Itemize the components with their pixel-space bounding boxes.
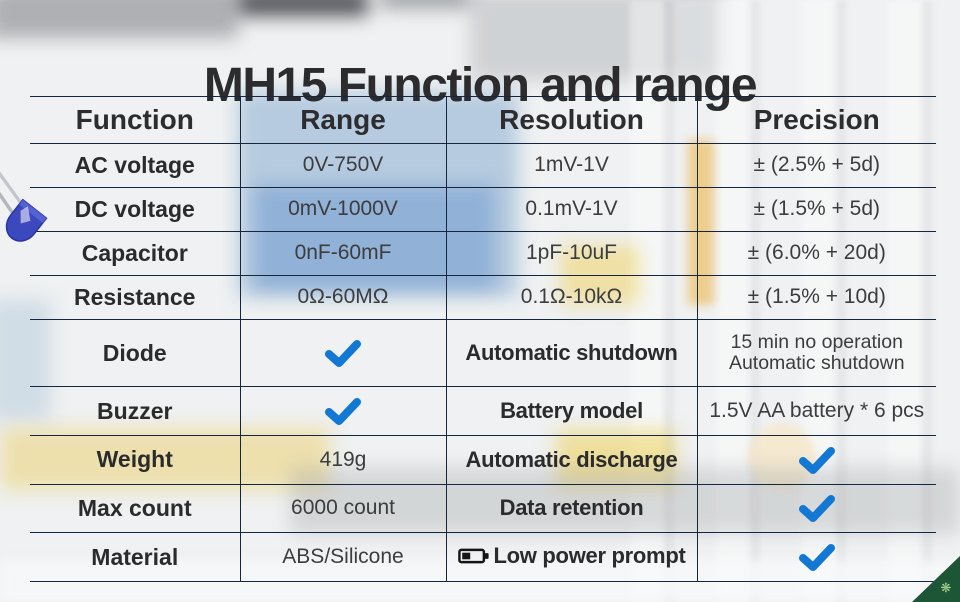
precision-line: Automatic shutdown bbox=[728, 352, 905, 375]
precision-cell bbox=[696, 483, 936, 534]
range-cell: ABS/Silicone bbox=[239, 532, 447, 582]
check-icon bbox=[698, 493, 936, 523]
precision-cell: 15 min no operation Automatic shutdown bbox=[696, 318, 936, 388]
resolution-cell: 0.1Ω-10kΩ bbox=[445, 274, 698, 320]
precision-cell: ± (1.5% + 5d) bbox=[696, 186, 936, 232]
range-cell bbox=[239, 318, 447, 388]
table-row: Material ABS/Silicone Low power prompt bbox=[30, 532, 936, 582]
precision-cell: ± (1.5% + 10d) bbox=[696, 274, 936, 320]
range-cell bbox=[239, 386, 447, 437]
function-cell: AC voltage bbox=[30, 143, 241, 188]
resolution-label: Low power prompt bbox=[493, 543, 686, 569]
function-cell: Max count bbox=[30, 483, 241, 534]
function-cell: Buzzer bbox=[30, 386, 241, 437]
column-header-function: Function bbox=[30, 96, 241, 144]
table-row: DC voltage 0mV-1000V 0.1mV-1V ± (1.5% + … bbox=[30, 186, 936, 232]
header-row: Function Range Resolution Precision bbox=[30, 96, 936, 144]
function-cell: Diode bbox=[30, 318, 241, 388]
resolution-cell: Battery model bbox=[445, 386, 698, 437]
background-photo-blob bbox=[380, 0, 470, 8]
table-row: Buzzer Battery model 1.5V AA battery * 6… bbox=[30, 386, 936, 437]
table-row: Capacitor 0nF-60mF 1pF-10uF ± (6.0% + 20… bbox=[30, 230, 936, 276]
table-row: Weight 419g Automatic discharge bbox=[30, 435, 936, 485]
background-photo-blob bbox=[0, 0, 238, 38]
function-cell: Resistance bbox=[30, 274, 241, 320]
spec-table: Function Range Resolution Precision AC v… bbox=[30, 96, 936, 582]
function-cell: DC voltage bbox=[30, 186, 241, 232]
function-cell: Material bbox=[30, 532, 241, 582]
table-row: Max count 6000 count Data retention bbox=[30, 483, 936, 534]
battery-low-icon bbox=[457, 547, 490, 565]
function-cell: Capacitor bbox=[30, 230, 241, 276]
corner-ribbon bbox=[912, 556, 960, 602]
resolution-cell: 1mV-1V bbox=[445, 143, 698, 188]
range-cell: 6000 count bbox=[239, 483, 447, 534]
range-cell: 0nF-60mF bbox=[239, 230, 447, 276]
resolution-cell: 1pF-10uF bbox=[445, 230, 698, 276]
column-header-resolution: Resolution bbox=[445, 96, 698, 144]
check-icon bbox=[698, 542, 936, 572]
range-cell: 0V-750V bbox=[239, 143, 447, 188]
check-icon bbox=[698, 445, 936, 475]
resolution-cell: 0.1mV-1V bbox=[445, 186, 698, 232]
resolution-cell: Automatic discharge bbox=[445, 435, 698, 485]
column-header-precision: Precision bbox=[696, 96, 936, 144]
function-cell: Weight bbox=[30, 435, 241, 485]
table-row: AC voltage 0V-750V 1mV-1V ± (2.5% + 5d) bbox=[30, 143, 936, 188]
resolution-cell: Data retention bbox=[445, 483, 698, 534]
precision-cell bbox=[696, 435, 936, 485]
range-cell: 0Ω-60MΩ bbox=[239, 274, 447, 320]
precision-cell: ± (2.5% + 5d) bbox=[696, 143, 936, 188]
resolution-cell: Automatic shutdown bbox=[445, 318, 698, 388]
range-cell: 0mV-1000V bbox=[239, 186, 447, 232]
check-icon bbox=[241, 396, 445, 426]
table-row: Resistance 0Ω-60MΩ 0.1Ω-10kΩ ± (1.5% + 1… bbox=[30, 274, 936, 320]
table-row: Diode Automatic shutdown 15 min no opera… bbox=[30, 318, 936, 388]
precision-cell bbox=[696, 532, 936, 582]
range-cell: 419g bbox=[239, 435, 447, 485]
column-header-range: Range bbox=[239, 96, 447, 144]
resolution-cell: Low power prompt bbox=[445, 532, 698, 582]
precision-cell: ± (6.0% + 20d) bbox=[696, 230, 936, 276]
precision-cell: 1.5V AA battery * 6 pcs bbox=[696, 386, 936, 437]
check-icon bbox=[241, 338, 445, 368]
background-photo-blob bbox=[238, 0, 368, 16]
precision-line: 15 min no operation bbox=[730, 331, 903, 354]
